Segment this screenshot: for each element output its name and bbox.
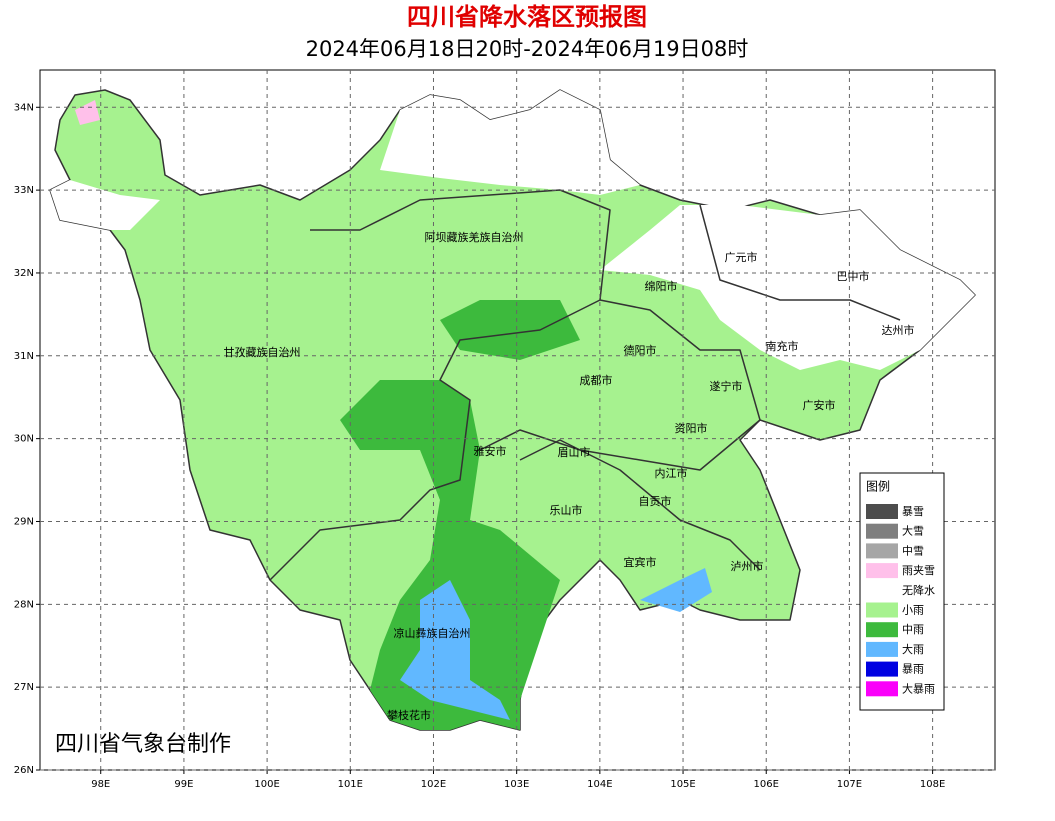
region-label: 眉山市	[558, 445, 591, 459]
region-label: 广元市	[725, 250, 758, 264]
legend-label: 暴雨	[902, 663, 924, 676]
legend-swatch	[866, 641, 898, 657]
y-tick-label: 32N	[14, 268, 34, 279]
x-tick-label: 103E	[504, 779, 529, 790]
no-rain-area	[50, 180, 160, 230]
legend-swatch	[866, 563, 898, 579]
no-rain-area	[600, 205, 975, 370]
region-label: 雅安市	[474, 444, 507, 458]
legend-label: 大雪	[902, 524, 924, 538]
legend-swatch	[866, 681, 898, 697]
legend-label: 中雪	[902, 544, 924, 557]
region-label: 绵阳市	[645, 279, 678, 293]
legend-swatch	[866, 543, 898, 559]
x-tick-label: 104E	[587, 779, 612, 790]
x-tick-label: 98E	[91, 779, 110, 790]
region-label: 遂宁市	[710, 379, 743, 393]
region-label: 乐山市	[550, 503, 583, 517]
region-label: 广安市	[803, 398, 836, 412]
x-tick-label: 107E	[837, 779, 862, 790]
subtitle: 2024年06月18日20时-2024年06月19日08时	[306, 37, 749, 61]
legend-label: 大雨	[902, 642, 924, 656]
y-tick-label: 28N	[14, 599, 34, 610]
sleet-area	[75, 100, 100, 125]
boundary	[269, 189, 611, 581]
legend-label: 小雨	[902, 604, 924, 617]
region-label: 凉山彝族自治州	[394, 626, 471, 640]
x-tick-label: 100E	[254, 779, 279, 790]
x-tick-label: 105E	[670, 779, 695, 790]
region-label: 成都市	[580, 373, 613, 387]
region-label: 宜宾市	[624, 555, 657, 569]
legend-label: 无降水	[902, 583, 935, 597]
legend-swatch	[866, 622, 898, 638]
x-tick-label: 101E	[338, 779, 363, 790]
heavy-rain-area	[400, 580, 510, 720]
legend-swatch	[866, 523, 898, 539]
legend-swatch	[866, 661, 898, 677]
y-tick-label: 33N	[14, 185, 34, 196]
map-shapes	[49, 89, 976, 731]
y-tick-label: 26N	[14, 765, 34, 776]
y-tick-label: 30N	[14, 434, 34, 445]
legend-swatch	[865, 582, 899, 599]
legend-swatch	[866, 602, 898, 618]
title: 四川省降水落区预报图	[407, 3, 647, 31]
region-label: 巴中市	[837, 269, 870, 283]
heavy-rain-area	[640, 568, 712, 612]
y-tick-label: 27N	[14, 682, 34, 693]
legend-swatch	[866, 504, 898, 519]
x-tick-label: 108E	[920, 779, 945, 790]
region-label: 资阳市	[675, 421, 708, 435]
region-label: 德阳市	[624, 343, 657, 357]
boundary	[479, 299, 761, 471]
y-tick-label: 31N	[14, 351, 34, 362]
region-label: 攀枝花市	[387, 708, 431, 722]
region-label: 泸州市	[731, 559, 764, 573]
x-tick-label: 106E	[754, 779, 779, 790]
y-tick-label: 29N	[14, 516, 34, 527]
region-label: 内江市	[655, 466, 688, 480]
boundary	[519, 439, 761, 571]
legend-label: 中雨	[902, 623, 924, 636]
region-label: 阿坝藏族羌族自治州	[425, 230, 524, 244]
moderate-rain-area	[340, 380, 560, 730]
credit: 四川省气象台制作	[55, 732, 231, 757]
region-labels: 阿坝藏族羌族自治州 甘孜藏族自治州 凉山彝族自治州 攀枝花市 雅安市 眉山市 乐…	[224, 230, 915, 722]
region-label: 自贡市	[639, 494, 672, 508]
no-rain-area	[380, 90, 640, 195]
x-tick-label: 99E	[174, 779, 193, 790]
x-tick-label: 102E	[421, 779, 446, 790]
region-label: 达州市	[882, 323, 915, 337]
boundary	[699, 204, 901, 321]
legend-title: 图例	[866, 480, 890, 494]
legend-label: 雨夹雪	[902, 564, 935, 577]
y-tick-label: 34N	[14, 102, 34, 113]
legend-label: 暴雪	[902, 505, 924, 518]
moderate-rain-area	[440, 300, 580, 360]
legend-label: 大暴雨	[902, 681, 935, 695]
region-label: 甘孜藏族自治州	[224, 345, 301, 359]
region-label: 南充市	[766, 339, 799, 353]
